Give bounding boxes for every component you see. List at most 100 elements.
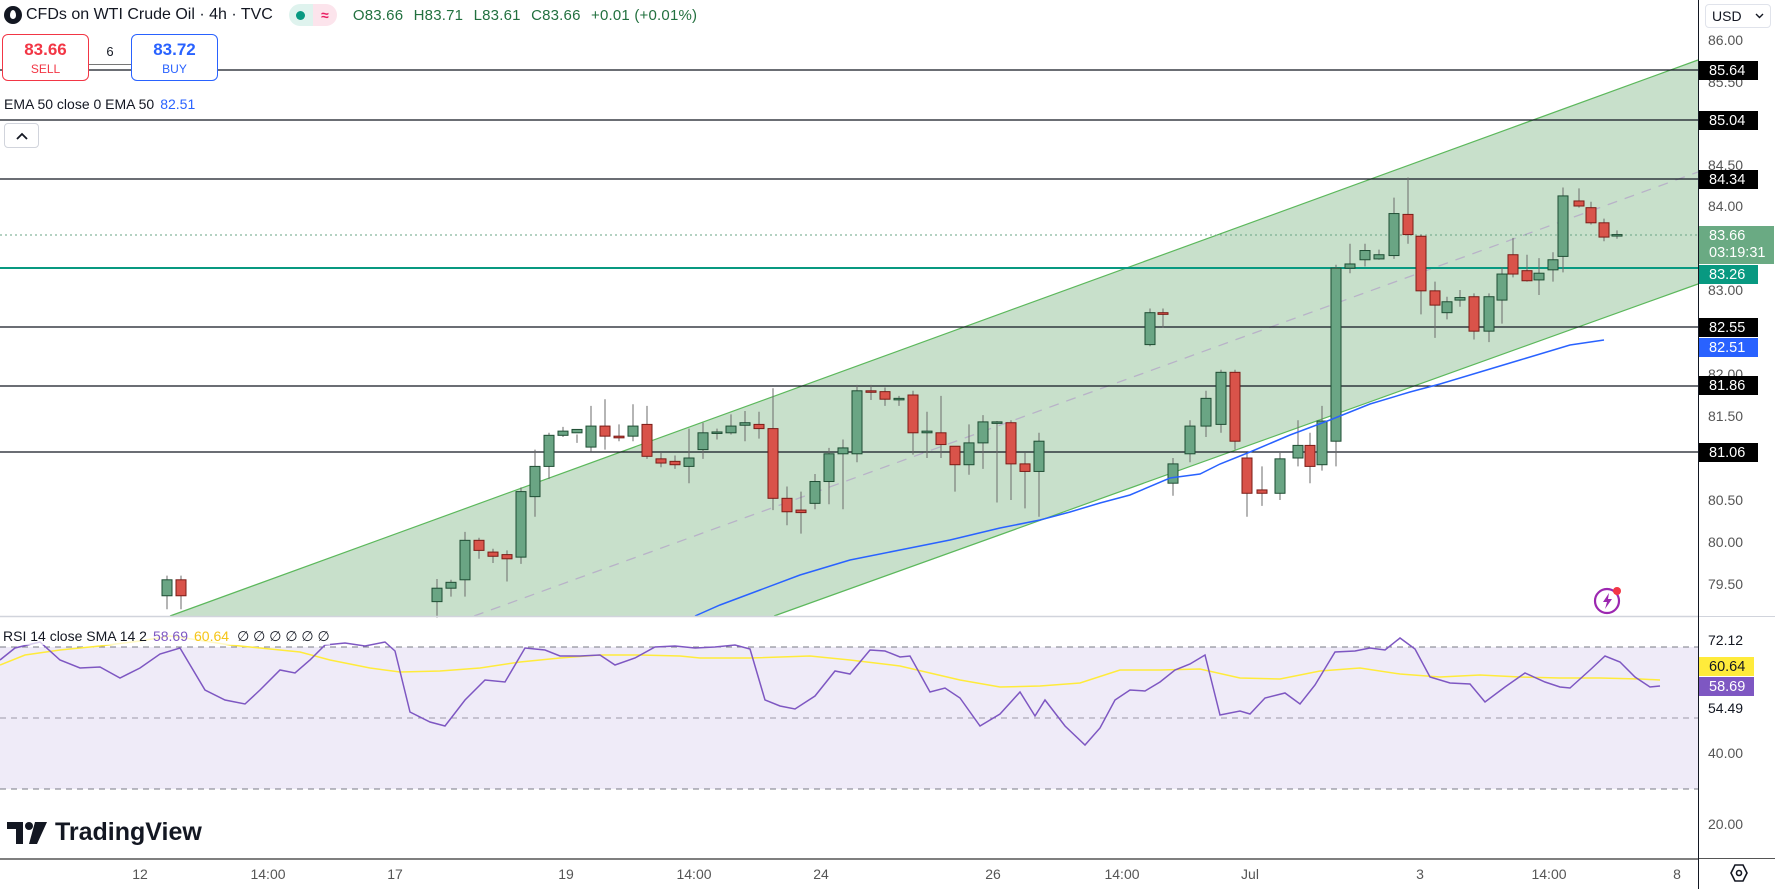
candle[interactable] <box>795 509 807 514</box>
candle[interactable] <box>1611 234 1623 237</box>
candle[interactable] <box>739 422 751 426</box>
candle[interactable] <box>1200 397 1212 427</box>
candle[interactable] <box>459 539 471 581</box>
candle[interactable] <box>865 390 877 393</box>
candle[interactable] <box>501 554 513 560</box>
candle[interactable] <box>1229 371 1241 442</box>
collapse-legend-button[interactable] <box>4 123 39 148</box>
candle[interactable] <box>1005 422 1017 465</box>
candle[interactable] <box>767 428 779 499</box>
candle[interactable] <box>1468 296 1480 332</box>
candle[interactable] <box>529 465 541 498</box>
candle[interactable] <box>1598 222 1610 238</box>
candle[interactable] <box>1359 250 1371 261</box>
candle[interactable] <box>1573 200 1585 207</box>
candle[interactable] <box>977 421 989 444</box>
candle[interactable] <box>935 432 947 446</box>
candle[interactable] <box>683 457 695 467</box>
lightning-icon <box>1593 587 1621 615</box>
candle[interactable] <box>515 491 527 558</box>
symbol-header[interactable]: CFDs on WTI Crude Oil · 4h · TVC ≈ O83.6… <box>4 2 703 28</box>
candle[interactable] <box>1304 444 1316 467</box>
candle[interactable] <box>1316 420 1328 466</box>
candle[interactable] <box>1033 440 1045 472</box>
candle[interactable] <box>837 447 849 455</box>
candle[interactable] <box>445 581 457 589</box>
ohlc-values: O83.66 H83.71 L83.61 C83.66 +0.01 (+0.01… <box>353 7 703 24</box>
currency-selector[interactable]: USD <box>1705 4 1771 28</box>
candle[interactable] <box>1157 312 1169 315</box>
candle[interactable] <box>711 431 723 434</box>
ema-legend[interactable]: EMA 50 close 0 EMA 50 82.51 <box>4 96 195 112</box>
candle[interactable] <box>1521 270 1533 282</box>
candle[interactable] <box>823 453 835 483</box>
sell-button[interactable]: 83.66 SELL <box>2 34 89 81</box>
candle[interactable] <box>1373 254 1385 260</box>
candle[interactable] <box>1215 371 1227 425</box>
candle[interactable] <box>641 423 653 457</box>
tradingview-logo-text: TradingView <box>55 818 202 846</box>
candle[interactable] <box>627 425 639 437</box>
candle[interactable] <box>1144 312 1156 346</box>
rsi-legend[interactable]: RSI 14 close SMA 14 2 58.69 60.64 ∅ ∅ ∅ ∅ ∅… <box>3 628 330 645</box>
candle[interactable] <box>879 391 891 400</box>
candle[interactable] <box>1429 290 1441 306</box>
candle[interactable] <box>851 390 863 455</box>
candle[interactable] <box>949 445 961 466</box>
candle[interactable] <box>1330 267 1342 442</box>
candle[interactable] <box>1507 254 1519 275</box>
market-open-dot-icon <box>288 4 313 26</box>
lightning-alert-button[interactable] <box>1592 584 1624 621</box>
candle[interactable] <box>1585 207 1597 224</box>
candle[interactable] <box>697 432 709 451</box>
candle[interactable] <box>963 442 975 466</box>
candle[interactable] <box>1547 259 1559 271</box>
candle[interactable] <box>161 579 173 597</box>
candle[interactable] <box>487 551 499 557</box>
candle[interactable] <box>431 587 443 603</box>
chart-settings-button[interactable] <box>1729 863 1749 888</box>
oil-drop-icon <box>4 6 22 24</box>
candle[interactable] <box>473 539 485 551</box>
candle[interactable] <box>1256 489 1268 494</box>
symbol-title[interactable]: CFDs on WTI Crude Oil · 4h · TVC <box>26 6 273 23</box>
candle[interactable] <box>1019 463 1031 472</box>
candle[interactable] <box>1415 235 1427 292</box>
candle[interactable] <box>175 579 187 597</box>
candle[interactable] <box>1454 297 1466 301</box>
candle[interactable] <box>1184 425 1196 455</box>
candle[interactable] <box>585 425 597 448</box>
candle[interactable] <box>1292 444 1304 459</box>
candle[interactable] <box>1388 213 1400 257</box>
candle[interactable] <box>907 394 919 434</box>
candle[interactable] <box>613 435 625 439</box>
candle[interactable] <box>753 423 765 430</box>
candle[interactable] <box>893 397 905 401</box>
candle[interactable] <box>1441 301 1453 314</box>
candle[interactable] <box>543 434 555 467</box>
candle[interactable] <box>1483 296 1495 332</box>
candle[interactable] <box>1344 263 1356 269</box>
candle[interactable] <box>599 425 611 437</box>
candle[interactable] <box>725 425 737 434</box>
candle[interactable] <box>921 430 933 434</box>
candle[interactable] <box>669 460 681 466</box>
candle[interactable] <box>1557 195 1569 257</box>
candle[interactable] <box>571 428 583 434</box>
candle[interactable] <box>991 421 1003 424</box>
market-status-pill[interactable]: ≈ <box>288 4 337 26</box>
candle[interactable] <box>655 458 667 464</box>
candle[interactable] <box>1167 463 1179 484</box>
tradingview-logo[interactable]: TradingView <box>7 818 202 847</box>
candle[interactable] <box>1402 213 1414 236</box>
candle[interactable] <box>809 481 821 504</box>
buy-button[interactable]: 83.72 BUY <box>131 34 218 81</box>
candle[interactable] <box>1241 457 1253 494</box>
candle[interactable] <box>1496 273 1508 301</box>
rsi-sma-line <box>0 635 1661 688</box>
candle[interactable] <box>781 497 793 513</box>
candle[interactable] <box>1533 272 1545 281</box>
candle[interactable] <box>557 430 569 436</box>
candle[interactable] <box>1274 458 1286 494</box>
